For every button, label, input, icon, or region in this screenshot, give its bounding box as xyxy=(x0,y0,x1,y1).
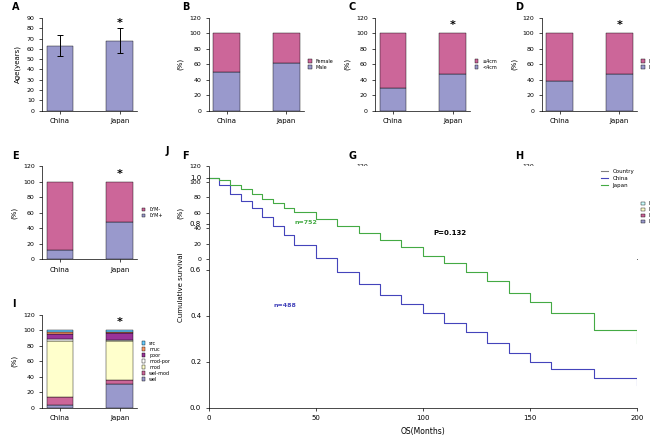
Bar xyxy=(106,383,133,408)
Bar xyxy=(213,218,240,259)
Bar xyxy=(606,199,632,253)
Text: P=0.132: P=0.132 xyxy=(434,230,467,237)
Bar xyxy=(546,34,573,82)
Text: *: * xyxy=(616,20,622,30)
Text: *: * xyxy=(450,168,456,179)
Text: F: F xyxy=(182,151,188,161)
Y-axis label: Age(years): Age(years) xyxy=(15,45,21,83)
Bar xyxy=(47,405,73,408)
Y-axis label: (%): (%) xyxy=(510,58,517,70)
Y-axis label: Cumulative survival: Cumulative survival xyxy=(178,252,185,322)
Text: *: * xyxy=(117,168,123,179)
Bar xyxy=(546,186,573,200)
Text: A: A xyxy=(12,3,20,13)
Bar xyxy=(606,253,632,259)
Text: C: C xyxy=(348,3,356,13)
Bar xyxy=(606,186,632,199)
Legend: ≥4cm, <4cm: ≥4cm, <4cm xyxy=(474,59,497,70)
Bar xyxy=(380,87,406,111)
Bar xyxy=(106,330,133,332)
Bar xyxy=(606,34,632,74)
Bar xyxy=(106,341,133,380)
Bar xyxy=(213,72,240,111)
Bar xyxy=(380,34,406,87)
Bar xyxy=(47,182,73,250)
Bar xyxy=(546,182,573,186)
Y-axis label: (%): (%) xyxy=(11,355,18,367)
Bar xyxy=(546,200,573,252)
Y-axis label: (%): (%) xyxy=(344,58,350,70)
Bar xyxy=(273,204,300,228)
Legend: D, T, A: D, T, A xyxy=(474,204,486,221)
Text: *: * xyxy=(117,317,123,327)
Legend: src, muc, poor, mod-por, mod, wel-mod, wel: src, muc, poor, mod-por, mod, wel-mod, w… xyxy=(142,341,170,382)
Text: *: * xyxy=(283,168,289,179)
Text: H: H xyxy=(515,151,523,161)
Bar xyxy=(213,34,240,72)
Bar xyxy=(380,203,406,232)
Bar xyxy=(106,333,133,340)
Bar xyxy=(213,185,240,204)
Text: E: E xyxy=(12,151,18,161)
Bar xyxy=(273,63,300,111)
Bar xyxy=(106,182,133,222)
Bar xyxy=(106,332,133,333)
Bar xyxy=(213,204,240,218)
Bar xyxy=(47,339,73,341)
Legend: Ileocecum, Colon, Sigmoid, Rectum: Ileocecum, Colon, Sigmoid, Rectum xyxy=(308,201,341,224)
X-axis label: OS(Months): OS(Months) xyxy=(400,427,445,436)
Text: J: J xyxy=(166,146,170,156)
Bar xyxy=(439,182,466,186)
Text: D: D xyxy=(515,3,523,13)
Bar xyxy=(606,74,632,111)
Text: n=488: n=488 xyxy=(273,302,296,308)
Legend: Female, Male: Female, Male xyxy=(308,59,333,70)
Bar xyxy=(106,380,133,383)
Bar xyxy=(106,41,133,111)
Bar xyxy=(47,332,73,334)
Bar xyxy=(47,397,73,405)
Text: I: I xyxy=(12,299,16,310)
Bar xyxy=(273,184,300,204)
Bar xyxy=(439,254,466,259)
Y-axis label: (%): (%) xyxy=(510,207,517,219)
Bar xyxy=(273,34,300,63)
Y-axis label: (%): (%) xyxy=(11,207,18,219)
Bar xyxy=(47,341,73,397)
Bar xyxy=(47,250,73,259)
Bar xyxy=(439,186,466,254)
Text: *: * xyxy=(450,20,456,30)
Bar xyxy=(47,46,73,111)
Bar xyxy=(439,74,466,111)
Bar xyxy=(546,82,573,111)
Text: B: B xyxy=(182,3,190,13)
Legend: IV, III, II, I: IV, III, II, I xyxy=(642,201,650,224)
Bar xyxy=(380,232,406,259)
Y-axis label: (%): (%) xyxy=(177,207,184,219)
Bar xyxy=(47,330,73,332)
Legend: Country, China, Japan: Country, China, Japan xyxy=(601,169,634,188)
Bar xyxy=(47,334,73,339)
Legend: LN-, LN+: LN-, LN+ xyxy=(642,59,650,70)
Bar xyxy=(546,252,573,259)
Bar xyxy=(213,182,240,185)
Bar xyxy=(273,182,300,184)
Text: G: G xyxy=(348,151,357,161)
Text: n=752: n=752 xyxy=(294,220,317,225)
Bar xyxy=(106,222,133,259)
Bar xyxy=(439,34,466,74)
Y-axis label: (%): (%) xyxy=(177,58,184,70)
Bar xyxy=(380,182,406,203)
Bar xyxy=(106,340,133,341)
Y-axis label: (%): (%) xyxy=(344,207,350,219)
Text: *: * xyxy=(117,18,123,28)
Bar xyxy=(273,228,300,259)
Legend: LYM-, LYM+: LYM-, LYM+ xyxy=(142,207,162,218)
Bar xyxy=(606,182,632,186)
